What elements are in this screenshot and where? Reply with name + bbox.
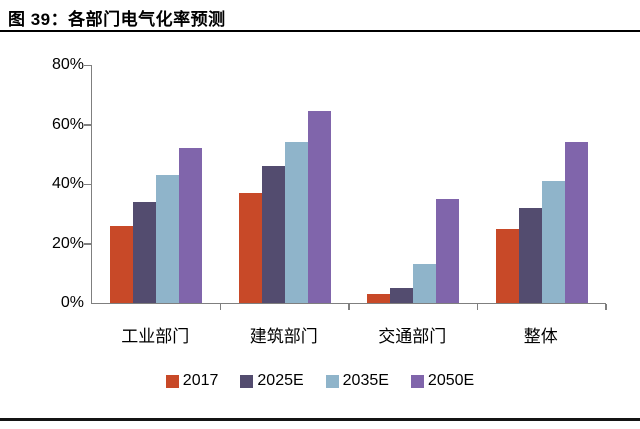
y-axis-tick	[84, 64, 91, 66]
bar-chart-plot-area	[84, 64, 607, 310]
legend-label: 2035E	[342, 372, 389, 389]
footer-divider	[0, 418, 640, 421]
category-label: 工业部门	[121, 327, 190, 346]
bar-2050E-整体	[564, 142, 588, 303]
x-axis-tick	[348, 304, 350, 310]
legend-label: 2050E	[427, 372, 475, 389]
x-axis-tick	[476, 304, 478, 310]
y-axis-tick-label: 80%	[51, 56, 84, 73]
bar-2050E-工业部门	[179, 148, 203, 303]
legend-item-2050E: 2050E	[410, 372, 475, 390]
title-underline	[0, 30, 640, 32]
bar-2017-交通部门	[367, 294, 391, 303]
bar-2025E-建筑部门	[261, 166, 285, 303]
x-axis-tick	[605, 304, 607, 310]
legend-item-2035E: 2035E	[325, 372, 389, 390]
bar-2017-建筑部门	[238, 192, 262, 303]
legend-swatch-icon	[240, 374, 254, 388]
bar-2025E-整体	[518, 207, 542, 303]
bar-group-4	[478, 65, 607, 303]
bar-2025E-工业部门	[133, 201, 157, 303]
y-axis-tick	[84, 183, 91, 185]
x-axis-category-labels: 工业部门 建筑部门 交通部门 整体	[91, 322, 605, 347]
bar-group-2	[221, 65, 350, 303]
bar-2035E-工业部门	[156, 175, 180, 303]
legend-label: 2017	[182, 372, 219, 389]
bar-2050E-交通部门	[436, 198, 460, 303]
legend-swatch-icon	[410, 374, 424, 388]
legend-item-2017: 2017	[165, 372, 219, 390]
legend-label: 2025E	[257, 372, 304, 389]
bar-2025E-交通部门	[390, 288, 414, 303]
figure-title: 图 39：各部门电气化率预测	[8, 10, 226, 29]
x-axis-tick	[219, 304, 221, 310]
y-axis-tick-label: 40%	[51, 175, 84, 192]
bar-group-3	[349, 65, 478, 303]
bar-group-1	[92, 65, 221, 303]
y-axis-tick	[84, 243, 91, 245]
y-axis-tick-label: 60%	[51, 115, 84, 133]
bar-2017-工业部门	[110, 225, 134, 303]
y-axis-tick	[84, 124, 91, 126]
bar-2017-整体	[495, 228, 519, 303]
legend-swatch-icon	[325, 374, 339, 388]
bar-2035E-建筑部门	[284, 142, 308, 303]
bar-2050E-建筑部门	[307, 111, 331, 303]
category-label: 交通部门	[378, 327, 447, 346]
y-axis-tick-label: 0%	[60, 294, 84, 311]
category-label: 整体	[523, 327, 558, 346]
bar-2035E-整体	[541, 181, 565, 303]
chart-legend: 2017 2025E 2035E 2050E	[0, 372, 640, 390]
legend-item-2025E: 2025E	[240, 372, 304, 390]
y-axis-tick-label: 20%	[51, 234, 84, 252]
category-label: 建筑部门	[249, 327, 318, 346]
legend-swatch-icon	[165, 374, 179, 388]
bar-2035E-交通部门	[413, 264, 437, 303]
